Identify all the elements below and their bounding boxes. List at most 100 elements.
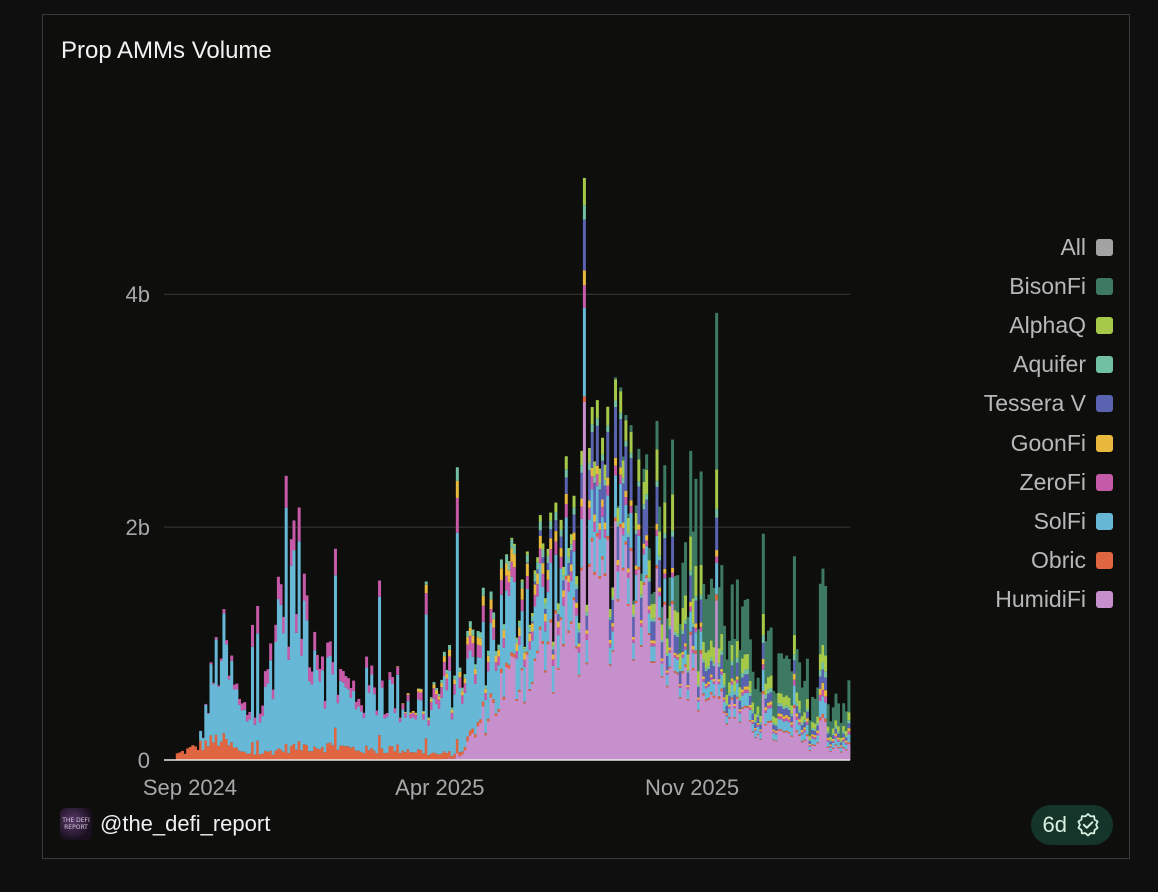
legend-swatch bbox=[1096, 551, 1113, 569]
bar-segment-alphaq bbox=[803, 712, 807, 720]
legend-item-all[interactable]: All bbox=[853, 228, 1113, 267]
bar-segment-zerofi bbox=[450, 712, 454, 720]
bar-segment-alphaq bbox=[767, 677, 771, 690]
bar-segment-obric bbox=[598, 575, 602, 579]
legend-item-goonfi[interactable]: GoonFi bbox=[853, 423, 1113, 462]
bar-segment-bisonfi bbox=[624, 415, 628, 421]
bar-segment-solfi bbox=[598, 539, 602, 576]
bar-segment-alphaq bbox=[837, 726, 841, 732]
verified-icon bbox=[1077, 813, 1099, 837]
bar-segment-zerofi bbox=[445, 678, 449, 691]
bar-segment-obric bbox=[372, 750, 376, 760]
age-badge[interactable]: 6d bbox=[1030, 805, 1113, 845]
bar-segment-zerofi bbox=[393, 708, 397, 713]
legend-item-bisonfi[interactable]: BisonFi bbox=[853, 267, 1113, 306]
bar-segment-obric bbox=[572, 597, 576, 601]
bar-segment-obric bbox=[842, 747, 846, 749]
x-tick-label: Nov 2025 bbox=[645, 775, 739, 800]
bar-segment-aquifer bbox=[728, 692, 732, 696]
bar-segment-solfi bbox=[816, 735, 820, 743]
bar-segment-obric bbox=[709, 692, 713, 695]
bar-segment-humidifi bbox=[842, 748, 846, 760]
bar-segment-aquifer bbox=[839, 741, 843, 743]
legend-item-aquifer[interactable]: Aquifer bbox=[853, 345, 1113, 384]
bar-segment-solfi bbox=[663, 578, 667, 602]
bar-segment-bisonfi bbox=[774, 693, 778, 718]
bar-segment-alphaq bbox=[694, 566, 698, 597]
bar-segment-solfi bbox=[647, 613, 651, 634]
bar-segment-aquifer bbox=[518, 622, 522, 628]
bar-segment-solfi bbox=[300, 655, 304, 751]
bar-segment-aquifer bbox=[595, 418, 599, 426]
bar-segment-aquifer bbox=[707, 666, 711, 670]
bar-segment-zerofi bbox=[811, 736, 815, 739]
bar-segment-zerofi bbox=[779, 716, 783, 720]
bar-segment-humidifi bbox=[735, 698, 739, 760]
author-handle[interactable]: @the_defi_report bbox=[100, 811, 271, 836]
bar-segment-obric bbox=[689, 631, 693, 635]
bar-segment-obric bbox=[450, 756, 454, 760]
bar-segment-aquifer bbox=[580, 465, 584, 473]
bar-segment-zerofi bbox=[777, 716, 781, 720]
bar-segment-obric bbox=[196, 749, 200, 760]
bar-segment-tessera-v bbox=[707, 669, 711, 682]
bar-segment-zerofi bbox=[842, 739, 846, 742]
bar-segment-aquifer bbox=[761, 635, 765, 644]
legend-item-humidifi[interactable]: HumidiFi bbox=[853, 580, 1113, 619]
bar-segment-obric bbox=[593, 571, 597, 575]
bar-segment-humidifi bbox=[541, 643, 545, 760]
bar-segment-solfi bbox=[621, 535, 625, 568]
bar-segment-solfi bbox=[507, 595, 511, 665]
bar-segment-humidifi bbox=[572, 600, 576, 760]
bar-segment-goonfi bbox=[463, 678, 467, 684]
bar-segment-alphaq bbox=[831, 728, 835, 734]
legend-item-alphaq[interactable]: AlphaQ bbox=[853, 306, 1113, 345]
bar-segment-solfi bbox=[588, 519, 592, 564]
bar-segment-zerofi bbox=[474, 674, 477, 684]
bar-segment-solfi bbox=[639, 627, 643, 646]
bar-segment-solfi bbox=[759, 732, 763, 739]
bar-segment-zerofi bbox=[455, 497, 459, 533]
bar-segment-aquifer bbox=[733, 691, 737, 695]
bar-segment-solfi bbox=[567, 591, 571, 631]
bar-segment-obric bbox=[764, 724, 768, 726]
bar-segment-humidifi bbox=[486, 721, 490, 760]
bar-segment-aquifer bbox=[790, 713, 794, 717]
bar-segment-humidifi bbox=[803, 741, 807, 760]
legend-item-zerofi[interactable]: ZeroFi bbox=[853, 463, 1113, 502]
bar-segment-obric bbox=[603, 573, 607, 576]
bar-segment-tessera-v bbox=[611, 600, 615, 624]
bar-segment-alphaq bbox=[525, 551, 529, 555]
bar-segment-humidifi bbox=[756, 735, 760, 760]
bar-segment-aquifer bbox=[512, 545, 516, 555]
bar-segment-humidifi bbox=[549, 622, 553, 760]
bar-segment-goonfi bbox=[411, 710, 415, 713]
bar-segment-alphaq bbox=[751, 702, 755, 711]
bar-segment-zerofi bbox=[528, 641, 532, 650]
bar-segment-zerofi bbox=[271, 689, 275, 700]
bar-segment-obric bbox=[212, 742, 216, 760]
bar-segment-solfi bbox=[551, 665, 555, 692]
legend-item-tessera-v[interactable]: Tessera V bbox=[853, 384, 1113, 423]
bar-segment-bisonfi bbox=[678, 623, 682, 654]
bar-segment-bisonfi bbox=[720, 565, 724, 634]
bar-segment-solfi bbox=[673, 657, 677, 672]
bar-segment-solfi bbox=[795, 719, 799, 731]
bar-segment-goonfi bbox=[523, 652, 527, 660]
bar-segment-aquifer bbox=[544, 603, 547, 609]
bar-segment-goonfi bbox=[448, 649, 452, 657]
bar-segment-goonfi bbox=[466, 637, 470, 645]
avatar[interactable]: THE DEFI REPORT bbox=[60, 808, 92, 840]
bar-segment-aquifer bbox=[590, 424, 594, 433]
bar-segment-aquifer bbox=[582, 205, 586, 220]
bar-segment-zerofi bbox=[585, 633, 589, 640]
bar-segment-obric bbox=[349, 747, 353, 760]
bar-segment-obric bbox=[494, 713, 498, 716]
bar-segment-bisonfi bbox=[795, 649, 799, 693]
bar-segment-aquifer bbox=[748, 692, 752, 697]
bar-segment-solfi bbox=[461, 703, 465, 752]
legend-item-obric[interactable]: Obric bbox=[853, 541, 1113, 580]
legend-item-solfi[interactable]: SolFi bbox=[853, 502, 1113, 541]
bar-segment-zerofi bbox=[336, 694, 340, 704]
